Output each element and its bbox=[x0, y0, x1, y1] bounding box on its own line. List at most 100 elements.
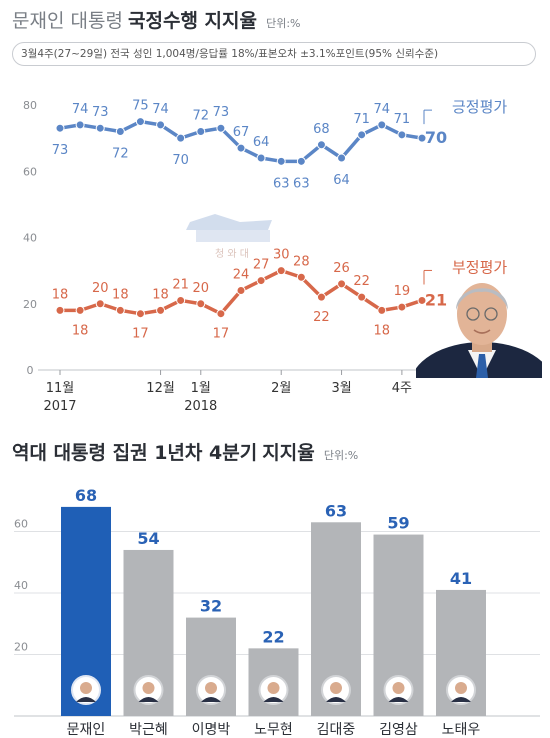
y-tick-label: 40 bbox=[23, 232, 37, 245]
data-point bbox=[316, 292, 326, 302]
data-label: 26 bbox=[333, 261, 350, 276]
data-label: 73 bbox=[92, 105, 109, 120]
data-point bbox=[276, 156, 286, 166]
bar-title-light: 역대 대통령 집권 1년차 4분기 bbox=[12, 442, 258, 464]
category-label: 김영삼 bbox=[379, 722, 418, 738]
data-label: 63 bbox=[273, 176, 290, 191]
data-point bbox=[377, 120, 387, 130]
y-tick-label: 20 bbox=[14, 641, 28, 654]
data-point bbox=[135, 117, 145, 127]
x-tick-year: 2017 bbox=[43, 399, 76, 414]
x-tick-label: 1월 bbox=[191, 381, 211, 396]
y-tick-label: 0 bbox=[27, 364, 34, 377]
data-point bbox=[337, 279, 347, 289]
avatar-face-icon bbox=[392, 682, 405, 694]
data-point bbox=[55, 123, 65, 133]
bar-value-label: 54 bbox=[137, 529, 159, 548]
data-label: 21 bbox=[172, 277, 189, 292]
data-label: 22 bbox=[313, 310, 330, 325]
data-point bbox=[75, 305, 85, 315]
data-point bbox=[196, 299, 206, 309]
avatar-body-icon bbox=[76, 697, 96, 702]
category-label: 노무현 bbox=[254, 722, 293, 738]
avatar-face-icon bbox=[330, 682, 342, 694]
bar-value-label: 41 bbox=[450, 569, 472, 588]
y-tick-label: 80 bbox=[23, 99, 37, 112]
bar-title-bold: 지지율 bbox=[262, 442, 315, 464]
x-axis: 11월 2017 12월 1월 2018 2월 3월 4주 bbox=[38, 369, 440, 414]
data-point bbox=[115, 305, 125, 315]
data-label: 17 bbox=[213, 327, 230, 342]
category-label: 문재인 bbox=[67, 722, 106, 738]
data-point bbox=[216, 123, 226, 133]
data-point bbox=[276, 266, 286, 276]
data-point bbox=[176, 295, 186, 305]
data-point bbox=[236, 286, 246, 295]
portrait-image bbox=[416, 283, 542, 378]
avatar-face-icon bbox=[142, 682, 155, 694]
avatar-face-icon bbox=[80, 682, 92, 694]
survey-info: 3월4주(27~29일) 전국 성인 1,004명/응답률 18%/표본오차 ±… bbox=[12, 42, 536, 66]
avatar-body-icon bbox=[388, 697, 409, 702]
bar-section-title: 역대 대통령 집권 1년차 4분기 지지율 단위:% bbox=[12, 438, 358, 465]
x-tick-label: 3월 bbox=[331, 381, 351, 396]
title-president: 문재인 대통령 bbox=[12, 10, 123, 32]
avatar-body-icon bbox=[451, 697, 471, 702]
data-label: 73 bbox=[52, 143, 69, 158]
bar-value-label: 22 bbox=[262, 627, 284, 646]
data-point bbox=[196, 127, 206, 136]
data-point bbox=[256, 153, 266, 163]
data-point bbox=[95, 123, 105, 133]
bar-value-label: 59 bbox=[387, 514, 409, 533]
data-point bbox=[377, 305, 387, 315]
avatar-face-icon bbox=[205, 682, 217, 694]
data-label: 73 bbox=[213, 105, 230, 120]
watermark: 청 와 대 bbox=[186, 214, 272, 260]
bar-series: 68 문재인 54 박근혜 32 이명박 22 노무현 63 김대중 59 김영삼 41 노태우 bbox=[61, 486, 486, 738]
data-label: 64 bbox=[333, 173, 350, 188]
data-label: 17 bbox=[132, 327, 149, 342]
data-point bbox=[55, 305, 65, 315]
data-label: 75 bbox=[132, 99, 149, 114]
data-point bbox=[357, 292, 367, 302]
title-approval: 국정수행 지지율 bbox=[128, 10, 257, 32]
avatar-body-icon bbox=[201, 697, 221, 702]
x-tick-year: 2018 bbox=[184, 399, 217, 414]
avatar-body-icon bbox=[326, 697, 346, 702]
avatar-face-icon bbox=[267, 682, 280, 694]
y-tick-label: 40 bbox=[14, 579, 28, 592]
data-point bbox=[135, 309, 145, 319]
data-point bbox=[357, 130, 367, 140]
data-label: 18 bbox=[374, 323, 391, 338]
category-label: 이명박 bbox=[192, 722, 231, 738]
data-label: 70 bbox=[172, 153, 189, 168]
unit-label: 단위:% bbox=[266, 17, 301, 30]
avatar-body-icon bbox=[263, 697, 284, 702]
data-label: 19 bbox=[394, 284, 411, 299]
data-label: 28 bbox=[293, 254, 310, 269]
bar-value-label: 32 bbox=[200, 597, 222, 616]
data-label: 18 bbox=[52, 287, 69, 302]
data-label: 67 bbox=[233, 125, 250, 140]
y-axis: 0 20 40 60 80 bbox=[23, 99, 37, 377]
data-point bbox=[316, 140, 326, 150]
data-point bbox=[156, 120, 166, 130]
bar-unit-label: 단위:% bbox=[323, 449, 359, 462]
data-point bbox=[417, 295, 427, 305]
watermark-text: 청 와 대 bbox=[215, 248, 249, 260]
chart-title: 문재인 대통령 국정수행 지지율 단위:% bbox=[12, 6, 301, 33]
data-label: 74 bbox=[374, 102, 391, 117]
data-label: 70 bbox=[425, 128, 447, 147]
category-label: 노태우 bbox=[442, 722, 481, 738]
data-label: 18 bbox=[72, 323, 89, 338]
blue-house-roof-icon bbox=[186, 214, 272, 230]
presidents-bar-chart: 20 40 60 68 문재인 54 박근혜 32 이명박 22 노무현 63 김대중 59 김영삼 41 노… bbox=[14, 486, 540, 738]
data-label: 18 bbox=[152, 287, 169, 302]
data-point bbox=[397, 302, 407, 312]
bar-value-label: 68 bbox=[75, 486, 97, 505]
data-label: 30 bbox=[273, 248, 290, 263]
data-point bbox=[156, 305, 166, 315]
